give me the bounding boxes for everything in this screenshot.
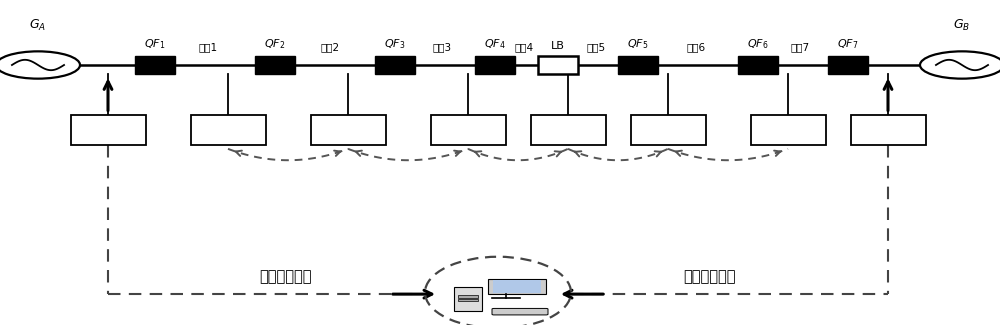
Text: 区域7: 区域7 xyxy=(790,43,810,53)
Text: 主站决策识别: 主站决策识别 xyxy=(684,269,736,284)
Bar xyxy=(828,56,868,74)
Bar xyxy=(255,56,295,74)
Circle shape xyxy=(0,51,80,79)
Text: 区域5: 区域5 xyxy=(586,43,606,53)
Text: $\mathit{QF}_{7}$: $\mathit{QF}_{7}$ xyxy=(837,37,859,51)
Bar xyxy=(850,115,926,145)
Text: $\mathit{G}_B$: $\mathit{G}_B$ xyxy=(953,19,971,33)
Text: 主站决策识别: 主站决策识别 xyxy=(259,269,311,284)
Text: FTU4: FTU4 xyxy=(454,125,482,135)
Text: FTU2: FTU2 xyxy=(214,125,242,135)
Text: CB7: CB7 xyxy=(877,125,899,135)
Bar xyxy=(70,115,146,145)
Bar xyxy=(530,115,606,145)
Bar xyxy=(190,115,266,145)
Text: $\mathit{QF}_{1}$: $\mathit{QF}_{1}$ xyxy=(144,37,166,51)
Bar xyxy=(738,56,778,74)
Text: FTU3: FTU3 xyxy=(334,125,362,135)
Text: 区域4: 区域4 xyxy=(514,43,534,53)
Bar xyxy=(310,115,386,145)
Text: FTU6: FTU6 xyxy=(774,125,802,135)
Text: $\mathit{QF}_{2}$: $\mathit{QF}_{2}$ xyxy=(264,37,286,51)
Text: 区域6: 区域6 xyxy=(686,43,706,53)
Text: FTU5: FTU5 xyxy=(654,125,682,135)
Bar xyxy=(488,279,546,294)
Bar xyxy=(631,115,706,145)
Text: CB1: CB1 xyxy=(97,125,119,135)
Text: $\mathit{QF}_{5}$: $\mathit{QF}_{5}$ xyxy=(627,37,649,51)
Bar xyxy=(135,56,175,74)
Text: LB: LB xyxy=(551,41,565,51)
Text: 区域2: 区域2 xyxy=(320,43,340,53)
Text: FTU8: FTU8 xyxy=(554,125,582,135)
Text: 区域1: 区域1 xyxy=(198,43,218,53)
Text: 区域3: 区域3 xyxy=(432,43,452,53)
Bar xyxy=(431,115,506,145)
Circle shape xyxy=(920,51,1000,79)
Bar xyxy=(454,287,482,311)
Text: $\mathit{G}_A$: $\mathit{G}_A$ xyxy=(29,19,47,33)
Bar xyxy=(538,56,578,74)
Bar xyxy=(458,295,478,298)
Bar xyxy=(475,56,515,74)
Text: $\mathit{QF}_{6}$: $\mathit{QF}_{6}$ xyxy=(747,37,769,51)
Bar xyxy=(375,56,415,74)
Bar xyxy=(618,56,658,74)
Bar xyxy=(458,299,478,301)
FancyBboxPatch shape xyxy=(492,308,548,315)
Text: $\mathit{QF}_{3}$: $\mathit{QF}_{3}$ xyxy=(384,37,406,51)
Bar xyxy=(493,280,541,292)
Bar xyxy=(750,115,826,145)
Text: $\mathit{QF}_{4}$: $\mathit{QF}_{4}$ xyxy=(484,37,506,51)
